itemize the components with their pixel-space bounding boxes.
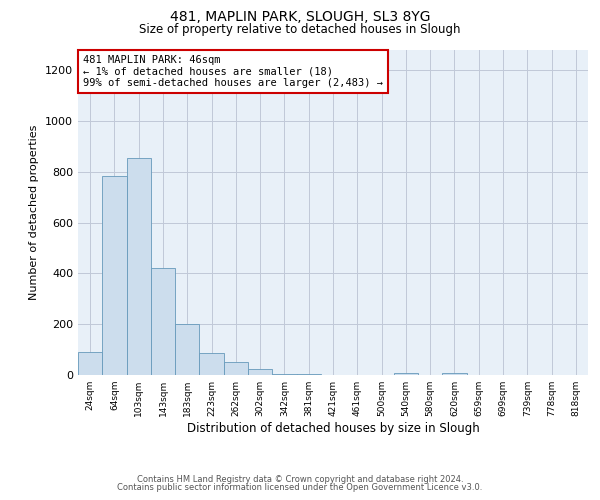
Bar — [175, 324, 199, 375]
Bar — [442, 373, 467, 375]
Bar — [151, 268, 175, 375]
Text: 481, MAPLIN PARK, SLOUGH, SL3 8YG: 481, MAPLIN PARK, SLOUGH, SL3 8YG — [170, 10, 430, 24]
Bar — [127, 158, 151, 375]
Bar — [272, 374, 296, 375]
Bar — [224, 362, 248, 375]
Bar — [199, 354, 224, 375]
Text: Size of property relative to detached houses in Slough: Size of property relative to detached ho… — [139, 22, 461, 36]
Bar — [394, 373, 418, 375]
Text: 481 MAPLIN PARK: 46sqm
← 1% of detached houses are smaller (18)
99% of semi-deta: 481 MAPLIN PARK: 46sqm ← 1% of detached … — [83, 55, 383, 88]
Bar — [296, 374, 321, 375]
Bar — [78, 352, 102, 375]
Bar — [248, 370, 272, 375]
Bar — [102, 176, 127, 375]
X-axis label: Distribution of detached houses by size in Slough: Distribution of detached houses by size … — [187, 422, 479, 435]
Text: Contains public sector information licensed under the Open Government Licence v3: Contains public sector information licen… — [118, 483, 482, 492]
Y-axis label: Number of detached properties: Number of detached properties — [29, 125, 40, 300]
Text: Contains HM Land Registry data © Crown copyright and database right 2024.: Contains HM Land Registry data © Crown c… — [137, 475, 463, 484]
